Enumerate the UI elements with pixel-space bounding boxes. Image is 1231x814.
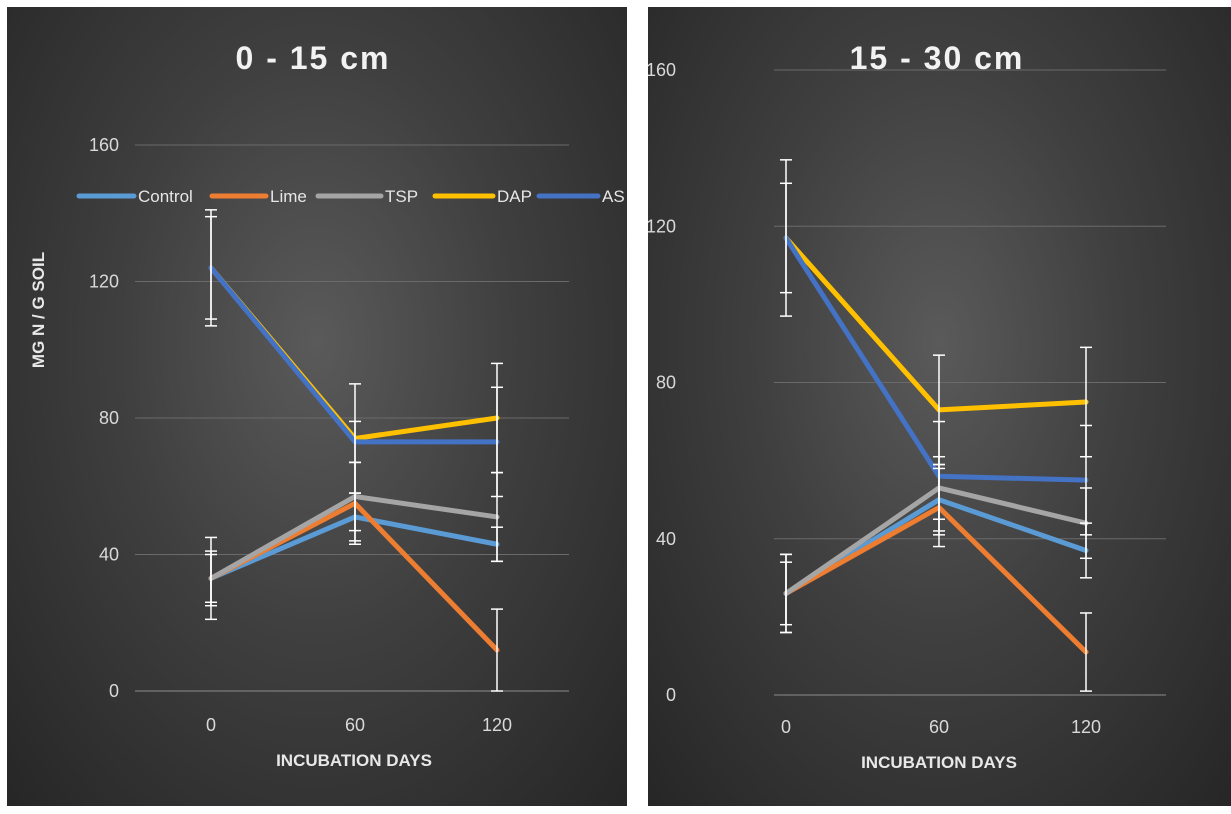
error-bar-as xyxy=(491,386,503,498)
x-tick-label: 120 xyxy=(482,715,512,735)
legend: Control Lime TSP DAP AS xyxy=(76,187,625,206)
series-line-control xyxy=(208,514,500,581)
y-tick-label: 120 xyxy=(89,272,119,292)
legend-label-as: AS xyxy=(602,187,625,206)
y-tick-label: 80 xyxy=(656,373,676,393)
series-line-lime xyxy=(208,500,500,653)
x-tick-label: 0 xyxy=(206,715,216,735)
chart-title: 15 - 30 cm xyxy=(850,40,1025,76)
y-tick-label: 0 xyxy=(666,685,676,705)
y-tick-label: 80 xyxy=(99,408,119,428)
error-bar-as xyxy=(205,215,217,320)
x-tick-label: 120 xyxy=(1071,717,1101,737)
x-axis-label: INCUBATION DAYS xyxy=(276,751,432,770)
y-tick-label: 0 xyxy=(109,681,119,701)
error-bar-as xyxy=(1080,424,1092,536)
series-line-lime xyxy=(783,505,1089,655)
x-tick-label: 0 xyxy=(781,717,791,737)
series-line-dap xyxy=(783,235,1089,413)
series-line-as xyxy=(208,265,500,445)
y-axis-label: MG N / G SOIL xyxy=(29,252,48,368)
error-bar-lime xyxy=(1080,612,1092,692)
x-tick-label: 60 xyxy=(929,717,949,737)
y-tick-label: 40 xyxy=(656,529,676,549)
error-bar-lime xyxy=(491,608,503,692)
chart-0-15cm: 0 - 15 cm 0 40 80 120 160 0 60 120 INCUBATION DAY… xyxy=(29,40,625,770)
chart-15-30cm: 15 - 30 cm 0 40 80 120 160 0 60 120 INCUBATION DA… xyxy=(648,40,1166,772)
legend-label-tsp: TSP xyxy=(385,187,418,206)
y-tick-label: 40 xyxy=(99,545,119,565)
error-bar-as xyxy=(933,420,945,532)
error-bar-tsp xyxy=(205,553,217,604)
legend-label-lime: Lime xyxy=(270,187,307,206)
y-tick-label: 160 xyxy=(89,135,119,155)
legend-label-control: Control xyxy=(138,187,193,206)
error-bar-tsp xyxy=(780,553,792,634)
series-line-dap xyxy=(208,265,500,441)
error-bar-as xyxy=(780,182,792,294)
x-tick-label: 60 xyxy=(345,715,365,735)
y-tick-label: 120 xyxy=(648,216,676,236)
error-bar-as xyxy=(349,420,361,464)
x-axis-label: INCUBATION DAYS xyxy=(861,753,1017,772)
chart-panel-15-30cm: 15 - 30 cm 0 40 80 120 160 0 60 120 INCUBATION DA… xyxy=(648,7,1231,806)
legend-label-dap: DAP xyxy=(497,187,532,206)
y-tick-label: 160 xyxy=(648,60,676,80)
chart-title: 0 - 15 cm xyxy=(236,40,391,76)
series-line-as xyxy=(783,235,1089,483)
chart-panel-0-15cm: 0 - 15 cm 0 40 80 120 160 0 60 120 INCUBATION DAY… xyxy=(7,7,627,806)
